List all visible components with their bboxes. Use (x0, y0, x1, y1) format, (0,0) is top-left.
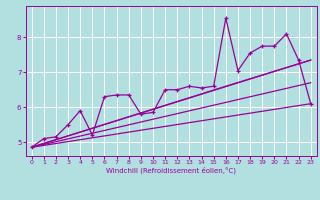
X-axis label: Windchill (Refroidissement éolien,°C): Windchill (Refroidissement éolien,°C) (106, 167, 236, 174)
